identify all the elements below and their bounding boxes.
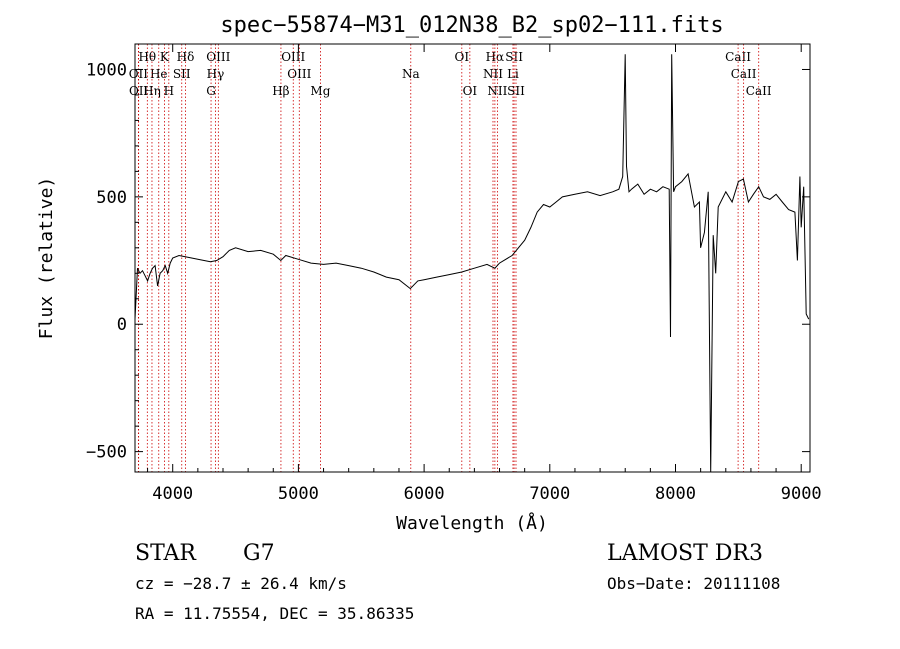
coordinates-line: RA = 11.75554, DEC = 35.86335 xyxy=(135,604,414,623)
spectrum-series xyxy=(134,54,810,473)
line-marker-label: OI xyxy=(463,84,478,98)
y-tick-label: 1000 xyxy=(86,60,127,80)
line-marker-label: OIII xyxy=(281,50,305,64)
x-axis-label: Wavelength (Å) xyxy=(396,512,548,534)
obs-date-line: Obs−Date: 20111108 xyxy=(607,574,780,593)
line-marker-label: CaII xyxy=(746,84,772,98)
line-marker-label: Na xyxy=(402,67,420,81)
line-marker-label: NII xyxy=(487,84,507,98)
line-marker-label: OIII xyxy=(287,67,311,81)
x-tick-label: 7000 xyxy=(529,484,570,504)
line-marker-label: SII xyxy=(505,50,523,64)
line-marker-label: SII xyxy=(173,67,191,81)
x-tick-label: 8000 xyxy=(655,484,696,504)
spectrum-line xyxy=(134,54,810,473)
object-class: STAR xyxy=(135,541,197,566)
line-marker-label: CaII xyxy=(731,67,757,81)
line-marker-label: Hδ xyxy=(177,50,195,64)
line-marker-label: Li xyxy=(507,67,519,81)
line-marker-label: OII xyxy=(129,84,149,98)
line-marker-label: Hη xyxy=(143,84,161,98)
x-tick-label: 6000 xyxy=(404,484,445,504)
x-axis: 4000 5000 6000 7000 8000 9000 xyxy=(147,44,822,504)
chart-title: spec−55874−M31_012N38_B2_sp02−111.fits xyxy=(220,13,723,38)
x-tick-label: 5000 xyxy=(278,484,319,504)
y-tick-label: 0 xyxy=(117,315,127,335)
line-marker-label: NII xyxy=(483,67,503,81)
line-marker-label: K xyxy=(160,50,170,64)
y-axis: −500 0 500 1000 xyxy=(86,60,810,463)
line-marker-label: H xyxy=(164,84,174,98)
line-marker-label: OII xyxy=(129,67,149,81)
survey-label: LAMOST DR3 xyxy=(607,541,763,566)
line-marker-label: Mg xyxy=(310,84,330,98)
redshift-line: cz = −28.7 ± 26.4 km/s xyxy=(135,574,347,593)
line-marker-label: Hβ xyxy=(272,84,289,98)
x-tick-label: 9000 xyxy=(781,484,822,504)
y-tick-label: −500 xyxy=(86,443,127,463)
line-marker-label: Hα xyxy=(486,50,505,64)
line-marker-label: CaII xyxy=(725,50,751,64)
line-marker-label: OIII xyxy=(206,50,230,64)
line-marker-label: Hγ xyxy=(207,67,225,81)
plot-frame xyxy=(134,43,811,473)
line-marker-label: OI xyxy=(455,50,470,64)
x-tick-label: 4000 xyxy=(152,484,193,504)
line-marker-label: SII xyxy=(507,84,525,98)
line-marker-label: G xyxy=(206,84,216,98)
y-axis-label: Flux (relative) xyxy=(36,177,57,340)
y-tick-label: 500 xyxy=(96,188,127,208)
line-marker-label: Hθ xyxy=(138,50,156,64)
object-subclass: G7 xyxy=(243,541,275,566)
line-marker-label: He xyxy=(150,67,168,81)
